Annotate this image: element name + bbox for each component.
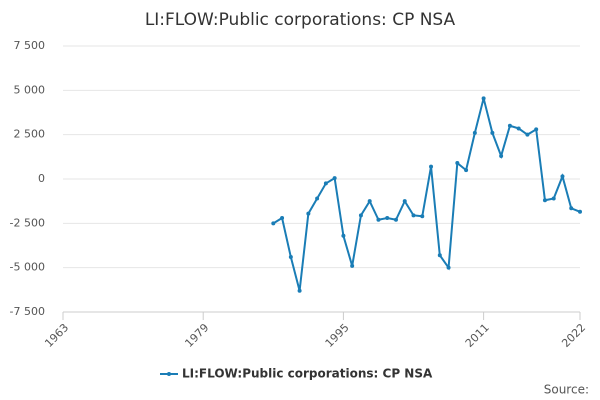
data-point (280, 216, 285, 221)
data-point (376, 217, 381, 222)
y-tick-label: -5 000 (10, 261, 45, 274)
data-point (350, 263, 355, 268)
data-point (578, 209, 582, 214)
data-point (393, 217, 398, 222)
data-point (341, 233, 346, 238)
data-point (534, 127, 539, 132)
data-point (385, 216, 390, 221)
chart-title: LI:FLOW:Public corporations: CP NSA (145, 10, 456, 30)
y-tick-label: 7 500 (14, 39, 46, 52)
data-point (551, 196, 556, 201)
data-point (288, 255, 293, 260)
y-tick-label: -7 500 (10, 305, 45, 318)
x-tick-label: 1979 (182, 321, 211, 350)
data-point (315, 196, 320, 201)
data-point (429, 164, 434, 169)
data-point (297, 288, 302, 293)
data-point (499, 153, 504, 158)
data-point (560, 174, 565, 179)
y-tick-label: -2 500 (10, 216, 45, 229)
data-point (472, 130, 477, 135)
data-point (420, 214, 425, 219)
data-point (542, 198, 547, 203)
data-point (516, 126, 521, 131)
x-tick-label: 1963 (42, 321, 71, 350)
x-tick-label: 1995 (323, 321, 352, 350)
data-point (332, 176, 337, 181)
data-point (525, 132, 530, 137)
data-point (411, 213, 416, 218)
data-point (569, 206, 574, 211)
data-point (402, 199, 407, 204)
y-tick-label: 2 500 (14, 128, 46, 141)
data-point (446, 265, 451, 270)
data-point (306, 211, 311, 216)
legend-label: LI:FLOW:Public corporations: CP NSA (182, 367, 433, 381)
legend-marker (167, 372, 171, 376)
data-point (507, 123, 512, 128)
data-point (358, 213, 363, 218)
data-point (367, 199, 372, 204)
y-tick-label: 5 000 (14, 83, 46, 96)
source-label: Source: (544, 383, 589, 397)
data-point (437, 253, 442, 258)
data-point (490, 130, 495, 135)
data-point (323, 181, 328, 186)
series-line (272, 98, 581, 291)
y-tick-label: 0 (38, 172, 45, 185)
x-tick-label: 2011 (463, 321, 492, 350)
data-point (271, 221, 276, 226)
data-point (464, 168, 469, 173)
data-point (481, 96, 486, 101)
data-point (455, 161, 460, 166)
x-tick-label: 2022 (559, 321, 588, 350)
